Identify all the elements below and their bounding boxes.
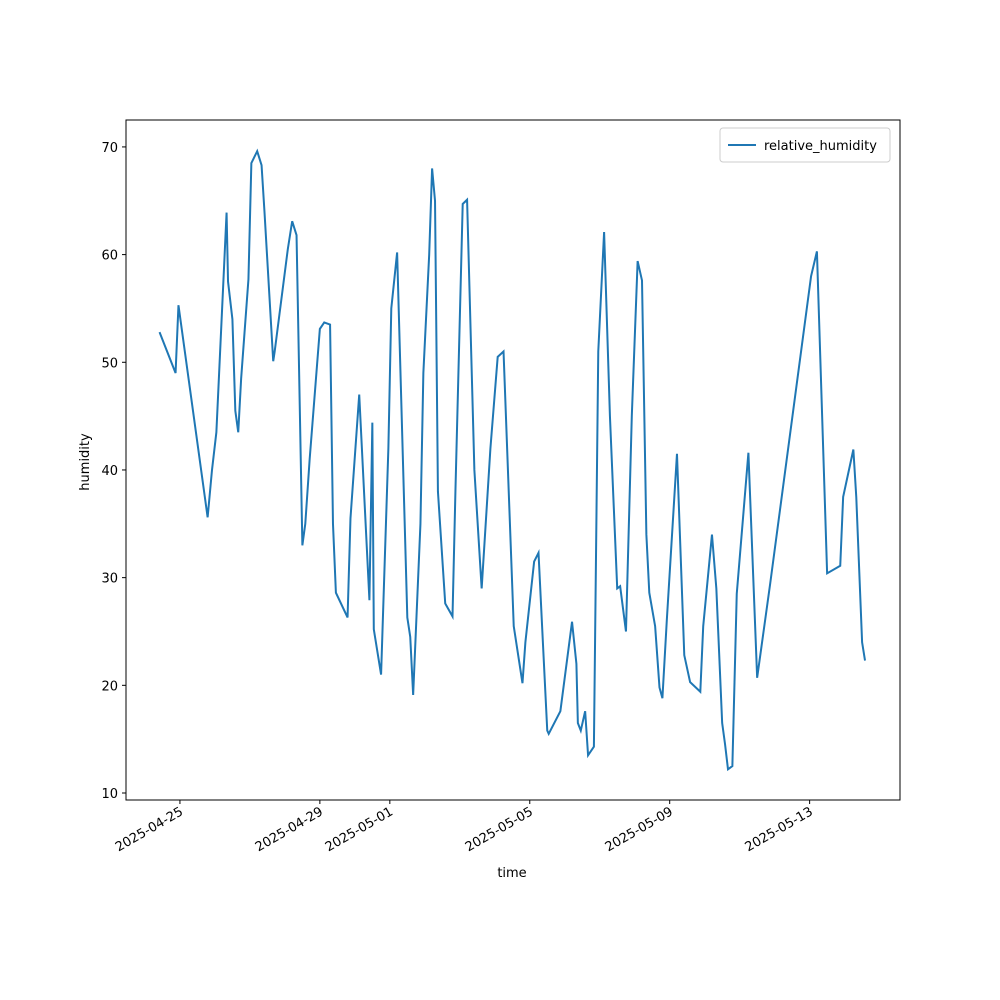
- x-tick-label: 2025-05-09: [603, 804, 676, 855]
- y-tick-label: 70: [101, 141, 118, 156]
- x-axis-label: time: [497, 866, 526, 881]
- x-tick-label: 2025-04-29: [253, 804, 326, 855]
- x-tick-label: 2025-04-25: [113, 804, 186, 855]
- y-tick-label: 50: [101, 356, 118, 371]
- x-tick-label: 2025-05-05: [463, 804, 536, 855]
- legend-box: [719, 127, 891, 163]
- plot-frame: [125, 119, 901, 801]
- x-tick-label: 2025-05-13: [743, 804, 816, 855]
- x-tick-label: 2025-05-01: [323, 804, 396, 855]
- y-tick-label: 40: [101, 464, 118, 479]
- line: [158, 148, 867, 772]
- y-tick-label: 30: [101, 572, 118, 587]
- y-tick-label: 10: [101, 787, 118, 802]
- y-tick-label: 20: [101, 679, 118, 694]
- y-tick-label: 60: [101, 249, 118, 264]
- y-axis-label: humidity: [78, 433, 93, 491]
- legend: relative_humidity: [719, 127, 891, 163]
- legend-label: relative_humidity: [764, 139, 877, 154]
